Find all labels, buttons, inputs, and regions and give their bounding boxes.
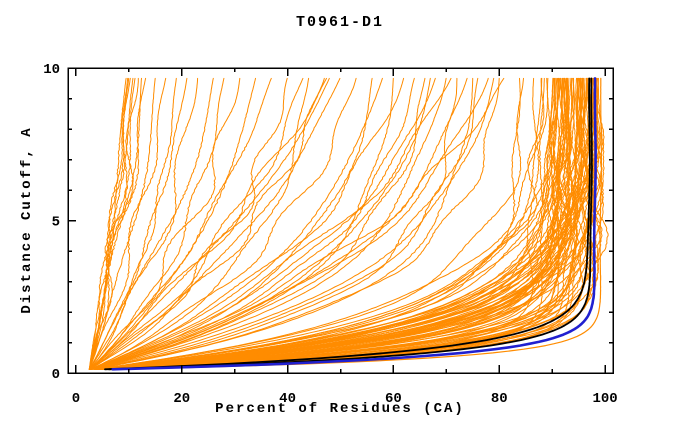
- curve-orange-predictions: [104, 77, 609, 370]
- curve-blue-best-model: [111, 77, 598, 371]
- y-tick-label: 5: [52, 215, 60, 231]
- curve-orange-predictions: [101, 77, 603, 370]
- curve-orange-predictions: [90, 77, 357, 370]
- curve-orange-predictions: [91, 77, 495, 370]
- curve-orange-predictions: [89, 77, 188, 370]
- curve-orange-predictions: [89, 77, 214, 370]
- curve-orange-predictions: [98, 77, 565, 370]
- curve-orange-predictions: [90, 77, 505, 370]
- curve-orange-predictions: [94, 77, 543, 370]
- curve-orange-predictions: [89, 77, 304, 370]
- curve-orange-predictions: [95, 77, 581, 370]
- curve-orange-predictions: [88, 77, 139, 370]
- curve-orange-predictions: [89, 77, 256, 370]
- curve-black-highlight-models: [104, 77, 591, 371]
- x-tick-label: 0: [72, 391, 80, 407]
- x-tick-label: 80: [491, 391, 508, 407]
- curve-orange-predictions: [89, 77, 225, 370]
- curve-orange-predictions: [89, 77, 330, 370]
- x-tick-label: 40: [279, 391, 296, 407]
- curve-orange-best-prediction: [116, 77, 603, 370]
- curve-orange-predictions: [99, 77, 577, 370]
- curve-orange-predictions: [89, 77, 327, 370]
- curve-orange-predictions: [88, 77, 142, 370]
- curve-orange-predictions: [94, 77, 545, 370]
- curve-orange-predictions: [96, 77, 575, 370]
- curve-orange-predictions: [88, 77, 130, 370]
- curve-orange-predictions: [97, 77, 562, 370]
- curve-orange-predictions: [97, 77, 569, 370]
- chart-title: T0961-D1: [295, 14, 384, 31]
- curve-orange-predictions: [90, 77, 489, 370]
- curve-orange-predictions: [94, 77, 568, 370]
- curve-orange-predictions: [88, 77, 156, 370]
- curve-orange-predictions: [88, 77, 129, 370]
- curve-orange-predictions: [100, 77, 582, 370]
- curve-orange-predictions: [90, 77, 383, 370]
- curve-orange-predictions: [99, 77, 573, 370]
- curve-orange-predictions: [98, 77, 585, 370]
- curve-orange-predictions: [90, 77, 373, 370]
- x-tick-label: 100: [592, 391, 617, 407]
- curve-orange-predictions: [91, 77, 479, 370]
- curve-orange-predictions: [90, 77, 436, 370]
- curve-orange-predictions: [93, 77, 559, 370]
- curve-orange-predictions: [91, 77, 426, 370]
- curve-orange-predictions: [90, 77, 310, 370]
- tick-labels-layer: 0 20 40 60 80 100 0 5 10: [43, 62, 617, 407]
- curve-orange-predictions: [95, 77, 578, 370]
- y-tick-label: 0: [52, 367, 60, 383]
- curve-orange-predictions: [90, 77, 431, 370]
- curve-orange-predictions: [103, 77, 578, 370]
- x-tick-label: 60: [385, 391, 402, 407]
- curve-orange-predictions: [89, 77, 272, 370]
- curve-orange-predictions: [93, 77, 549, 370]
- curve-orange-predictions: [97, 77, 573, 370]
- curve-orange-predictions: [93, 77, 524, 370]
- curve-orange-predictions: [100, 77, 590, 370]
- y-tick-label: 10: [43, 62, 60, 78]
- curve-orange-predictions: [97, 77, 588, 370]
- curve-orange-predictions: [89, 77, 199, 370]
- curve-orange-predictions: [96, 77, 569, 370]
- curve-orange-predictions: [92, 77, 474, 370]
- curves-layer: [88, 77, 609, 371]
- curve-orange-predictions: [91, 77, 458, 370]
- curve-orange-predictions: [102, 77, 602, 370]
- curve-orange-predictions: [92, 77, 500, 370]
- curve-orange-predictions: [105, 77, 568, 370]
- curve-orange-predictions: [101, 77, 558, 370]
- curve-orange-predictions: [88, 77, 167, 370]
- curve-black-highlight-models: [108, 77, 593, 371]
- curve-orange-predictions: [89, 77, 341, 370]
- x-axis-label: Percent of Residues (CA): [215, 401, 465, 417]
- curve-orange-predictions: [94, 77, 562, 370]
- x-tick-label: 20: [173, 391, 190, 407]
- curve-orange-predictions: [96, 77, 583, 370]
- curve-orange-predictions: [95, 77, 585, 370]
- axes-layer: [67, 67, 614, 374]
- curve-orange-predictions: [90, 77, 405, 370]
- curve-orange-predictions: [95, 77, 577, 370]
